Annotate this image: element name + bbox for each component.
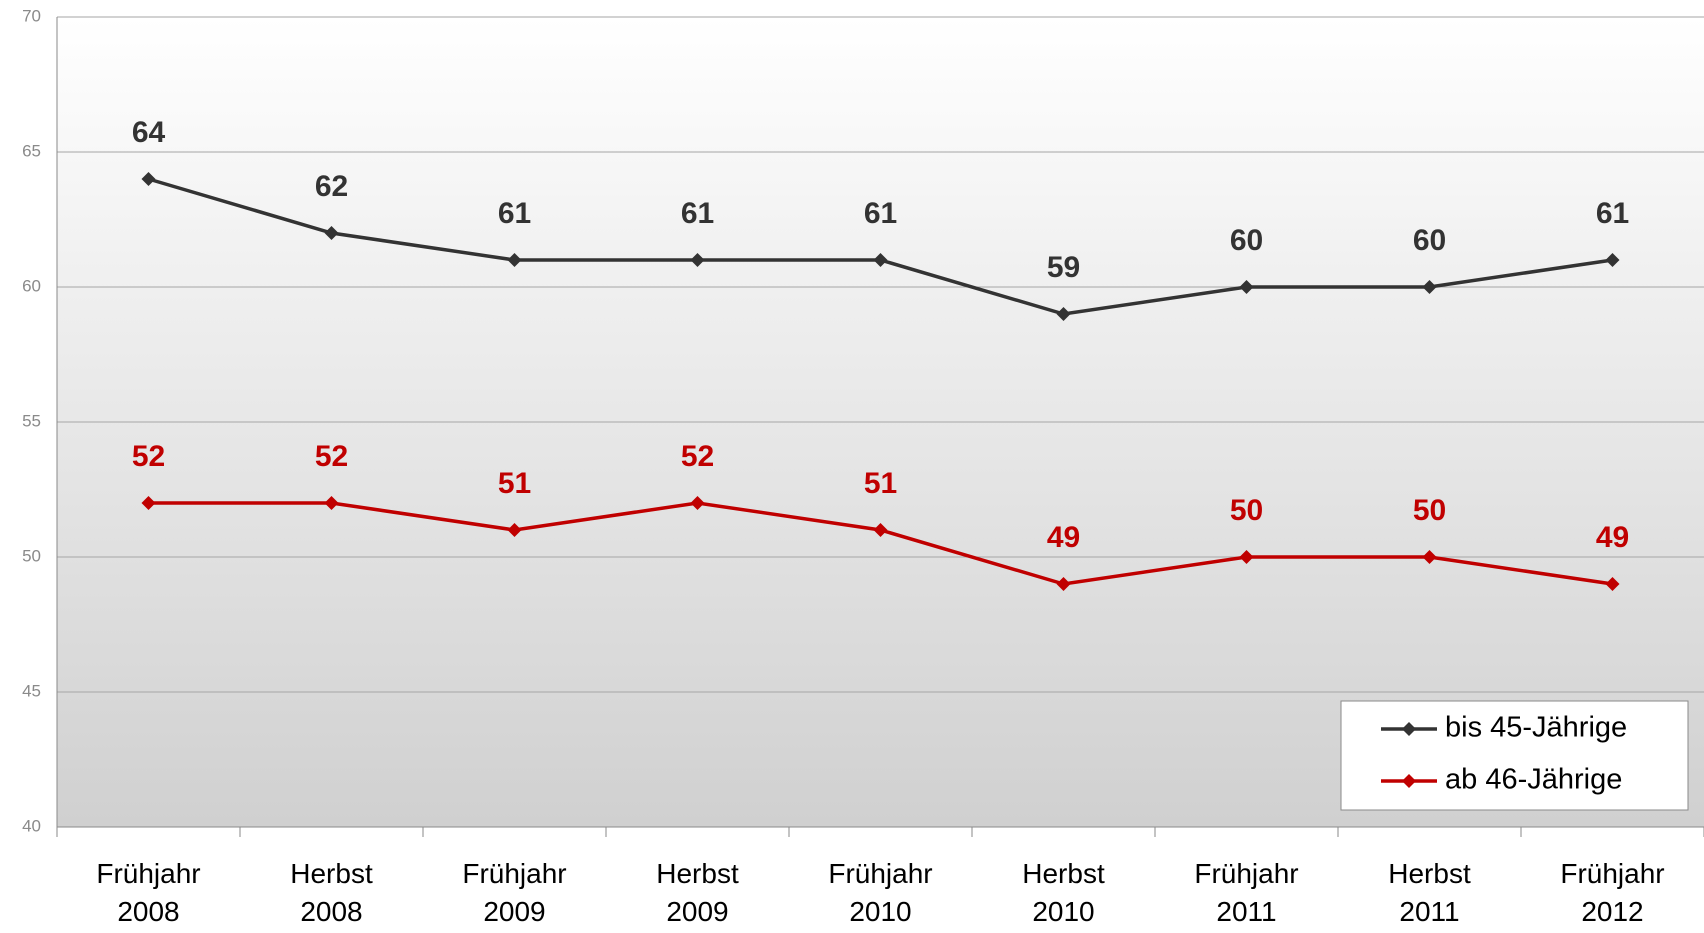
point bbox=[1056, 577, 1071, 591]
legend-box bbox=[1340, 700, 1689, 811]
point bbox=[141, 496, 156, 510]
legend-marker bbox=[1402, 774, 1416, 788]
y-tick-label: 50 bbox=[22, 546, 41, 565]
y-tick-label: 40 bbox=[22, 816, 41, 835]
point bbox=[873, 253, 888, 267]
data-label: 61 bbox=[681, 197, 714, 230]
data-label: 59 bbox=[1047, 251, 1080, 284]
data-label: 61 bbox=[498, 197, 531, 230]
legend-label: bis 45-Jährige bbox=[1445, 712, 1627, 744]
data-label: 62 bbox=[315, 170, 348, 203]
data-label: 51 bbox=[864, 467, 897, 500]
data-label: 50 bbox=[1230, 494, 1263, 527]
x-tick-label: Herbst 2009 bbox=[656, 858, 739, 927]
x-tick-label-line: 2009 bbox=[666, 896, 728, 927]
x-tick-label-line: 2010 bbox=[849, 896, 911, 927]
point bbox=[1056, 307, 1071, 321]
x-tick-label-line: Herbst bbox=[1388, 858, 1471, 889]
data-label: 52 bbox=[315, 440, 348, 473]
point bbox=[141, 172, 156, 186]
y-tick-label: 70 bbox=[22, 6, 41, 25]
point bbox=[507, 523, 522, 537]
point bbox=[690, 496, 705, 510]
legend-marker bbox=[1402, 722, 1416, 736]
x-tick-label: Herbst 2011 bbox=[1388, 858, 1471, 927]
x-tick-label: Frühjahr 2011 bbox=[1194, 858, 1298, 927]
data-label: 49 bbox=[1047, 521, 1080, 554]
x-tick-label-line: 2011 bbox=[1399, 896, 1459, 927]
data-label: 49 bbox=[1596, 521, 1629, 554]
point bbox=[324, 226, 339, 240]
point bbox=[1422, 280, 1437, 294]
x-tick-label-line: Herbst bbox=[1022, 858, 1105, 889]
x-tick-label: Frühjahr 2009 bbox=[462, 858, 566, 927]
x-tick-label-line: Frühjahr bbox=[1560, 858, 1664, 889]
point bbox=[1605, 577, 1620, 591]
y-tick-label: 60 bbox=[22, 276, 41, 295]
y-tick-label: 65 bbox=[22, 141, 41, 160]
y-tick-label: 55 bbox=[22, 411, 41, 430]
data-label: 51 bbox=[498, 467, 531, 500]
x-tick-label-line: 2008 bbox=[117, 896, 179, 927]
x-tick-label-line: 2010 bbox=[1032, 896, 1094, 927]
point bbox=[507, 253, 522, 267]
legend-label: ab 46-Jährige bbox=[1445, 764, 1622, 796]
y-tick-label: 45 bbox=[22, 681, 41, 700]
point bbox=[1605, 253, 1620, 267]
point bbox=[1239, 280, 1254, 294]
data-label: 50 bbox=[1413, 494, 1446, 527]
x-tick-label-line: 2008 bbox=[300, 896, 362, 927]
point bbox=[1422, 550, 1437, 564]
x-tick-label-line: 2011 bbox=[1216, 896, 1276, 927]
data-label: 64 bbox=[132, 116, 166, 149]
x-tick-label-line: Herbst bbox=[290, 858, 373, 889]
data-label: 61 bbox=[1596, 197, 1629, 230]
data-label: 60 bbox=[1413, 224, 1446, 257]
x-tick-label: Herbst 2008 bbox=[290, 858, 373, 927]
point bbox=[690, 253, 705, 267]
x-tick-label-line: Frühjahr bbox=[462, 858, 566, 889]
x-tick-label-line: 2012 bbox=[1581, 896, 1643, 927]
x-tick-label: Frühjahr 2010 bbox=[828, 858, 932, 927]
point bbox=[1239, 550, 1254, 564]
data-label: 52 bbox=[132, 440, 165, 473]
data-label: 52 bbox=[681, 440, 714, 473]
data-label: 60 bbox=[1230, 224, 1263, 257]
x-tick-label: Frühjahr 2008 bbox=[96, 858, 200, 927]
x-tick-label: Frühjahr 2012 bbox=[1560, 858, 1664, 927]
x-tick-label: Herbst 2010 bbox=[1022, 858, 1105, 927]
x-tick-label-line: Frühjahr bbox=[96, 858, 200, 889]
point bbox=[873, 523, 888, 537]
x-tick-label-line: Herbst bbox=[656, 858, 739, 889]
data-label: 61 bbox=[864, 197, 897, 230]
x-tick-label-line: Frühjahr bbox=[828, 858, 932, 889]
point bbox=[324, 496, 339, 510]
x-tick-label-line: Frühjahr bbox=[1194, 858, 1298, 889]
x-tick-label-line: 2009 bbox=[483, 896, 545, 927]
